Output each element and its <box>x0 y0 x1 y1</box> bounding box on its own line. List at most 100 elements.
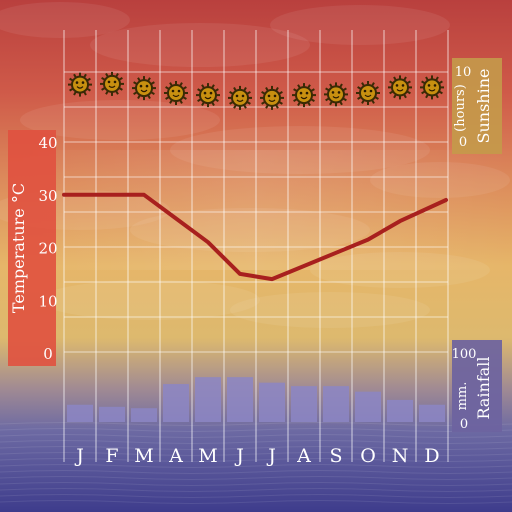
wave-line <box>0 494 512 498</box>
chart-grid <box>63 30 449 462</box>
sun-mouth <box>172 94 180 98</box>
sun-mouth <box>332 95 340 99</box>
temperature-ticks: 40 30 20 10 0 <box>38 134 57 363</box>
sun-mouth <box>140 89 148 93</box>
wave-line <box>0 482 512 486</box>
sun-eye <box>145 84 149 88</box>
sun-eye <box>75 81 79 84</box>
temperature-axis-label: Temperature °C <box>9 183 28 313</box>
sun-mouth <box>236 99 244 102</box>
rainfall-bar-3 <box>131 408 157 422</box>
sun-eye <box>81 81 85 84</box>
month-label: A <box>168 445 183 467</box>
sun-eye <box>433 84 437 87</box>
rainfall-bar-11 <box>387 399 413 422</box>
temperature-tick-10: 10 <box>38 292 57 310</box>
sun-mouth <box>268 99 276 102</box>
wave-line <box>0 464 512 468</box>
temperature-tick-40: 40 <box>38 134 57 152</box>
cloud-1 <box>0 2 130 38</box>
rainfall-bar-5 <box>195 377 221 422</box>
sun-eye <box>139 84 143 88</box>
rainfall-label-panel <box>452 340 502 432</box>
sun-eye <box>235 94 239 98</box>
sun-disc <box>359 84 377 102</box>
sun-disc <box>391 78 409 97</box>
sun-eye <box>305 91 309 95</box>
cloud-10 <box>40 280 260 320</box>
sun-mouth <box>76 86 84 89</box>
sun-icon <box>164 81 188 105</box>
sun-eye <box>427 84 431 87</box>
sun-mouth <box>364 94 372 98</box>
cloud-11 <box>230 292 430 328</box>
temperature-line <box>62 192 448 282</box>
rainfall-tick-min: 0 <box>460 417 468 432</box>
rainfall-panel: 100 0 mm. Rainfall <box>452 340 502 432</box>
wave-line <box>0 476 512 480</box>
sun-icon <box>228 85 252 110</box>
sun-eye <box>273 94 277 98</box>
rainfall-bars <box>67 377 445 422</box>
sun-eye <box>337 91 341 94</box>
temperature-label-panel <box>8 130 56 366</box>
rainfall-bar-6 <box>227 377 253 422</box>
rainfall-tick-max: 100 <box>452 347 477 362</box>
sun-eye <box>331 91 335 94</box>
month-label: D <box>424 445 439 467</box>
sunshine-axis-label: Sunshine <box>474 69 493 144</box>
sun-disc <box>199 86 217 105</box>
cloud-2 <box>90 23 310 67</box>
sun-icon <box>132 76 156 101</box>
month-label: S <box>329 445 342 467</box>
sunshine-unit-label: (hours) <box>453 84 468 132</box>
rainfall-bar-12 <box>419 404 445 422</box>
sun-icon <box>68 72 92 97</box>
cloud-6 <box>370 162 510 198</box>
rainfall-bar-2 <box>99 406 125 422</box>
sun-eye <box>171 89 175 93</box>
sun-eye <box>107 80 111 84</box>
cloud-8 <box>130 208 370 252</box>
sun-disc <box>231 88 249 107</box>
rainfall-bar-9 <box>323 386 349 422</box>
sun-disc <box>295 86 313 105</box>
cloud-4 <box>20 100 220 140</box>
wave-line <box>0 470 512 474</box>
sun-eye <box>395 84 399 87</box>
sun-disc <box>263 88 281 107</box>
month-label: O <box>360 445 376 467</box>
sun-eye <box>241 94 245 98</box>
sun-eye <box>363 89 367 93</box>
sun-eye <box>203 91 207 95</box>
sun-disc <box>103 74 121 93</box>
sun-mouth <box>300 96 308 100</box>
sun-mouth <box>428 88 436 92</box>
sun-icon <box>292 83 316 108</box>
sun-eye <box>299 91 303 95</box>
sun-eye <box>113 80 117 84</box>
sun-icon <box>420 75 444 100</box>
sunshine-series <box>68 71 444 110</box>
sun-disc <box>423 78 441 97</box>
sun-mouth <box>108 85 116 88</box>
month-label: J <box>74 445 84 467</box>
sun-icon <box>356 81 380 105</box>
wave-line <box>0 488 512 492</box>
month-label: F <box>105 445 118 467</box>
sunshine-tick-min: 0 <box>459 135 467 150</box>
temperature-panel: Temperature °C <box>8 130 56 366</box>
month-label: A <box>296 445 311 467</box>
sun-icon <box>388 75 412 100</box>
sun-disc <box>167 84 185 102</box>
rainfall-bar-1 <box>67 404 93 422</box>
sun-disc <box>71 75 89 94</box>
sun-mouth <box>396 88 404 92</box>
rainfall-bar-7 <box>259 382 285 422</box>
sun-eye <box>369 89 373 93</box>
cloud-9 <box>310 252 490 288</box>
sun-icon <box>196 83 220 108</box>
